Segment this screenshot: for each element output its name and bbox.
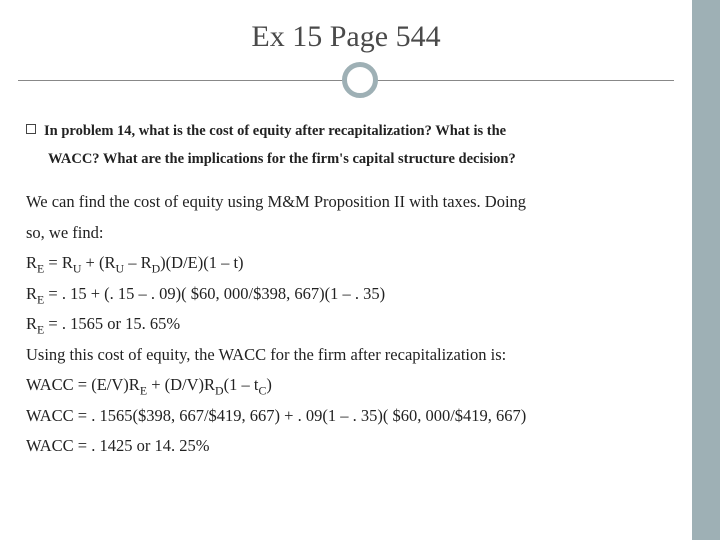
- equation-1: RE = RU + (RU – RD)(D/E)(1 – t): [26, 248, 676, 279]
- question-line-2: WACC? What are the implications for the …: [48, 146, 676, 174]
- eq-text: WACC = (E/V)R: [26, 375, 140, 394]
- eq-text: ): [266, 375, 272, 394]
- eq-sub: D: [152, 261, 161, 275]
- eq-text: + (R: [81, 253, 115, 272]
- equation-6: WACC = . 1425 or 14. 25%: [26, 431, 676, 462]
- accent-bar: [692, 0, 720, 540]
- body-p2: Using this cost of equity, the WACC for …: [26, 340, 676, 371]
- equation-2: RE = . 15 + (. 15 – . 09)( $60, 000/$398…: [26, 279, 676, 310]
- eq-text: = R: [44, 253, 73, 272]
- page-title: Ex 15 Page 544: [0, 20, 692, 54]
- body-p1a: We can find the cost of equity using M&M…: [26, 187, 676, 218]
- bullet-square-icon: [26, 124, 36, 134]
- eq-text: R: [26, 284, 37, 303]
- slide: Ex 15 Page 544 In problem 14, what is th…: [0, 0, 720, 540]
- content-area: In problem 14, what is the cost of equit…: [26, 118, 676, 462]
- eq-sub: E: [140, 383, 147, 397]
- eq-text: – R: [124, 253, 152, 272]
- equation-5: WACC = . 1565($398, 667/$419, 667) + . 0…: [26, 401, 676, 432]
- eq-sub: D: [215, 383, 224, 397]
- eq-text: = . 1565 or 15. 65%: [44, 314, 180, 333]
- eq-text: (1 – t: [224, 375, 259, 394]
- eq-sub: U: [115, 261, 124, 275]
- body-text: We can find the cost of equity using M&M…: [26, 187, 676, 462]
- eq-text: )(D/E)(1 – t): [160, 253, 243, 272]
- body-p1b: so, we find:: [26, 218, 676, 249]
- eq-text: + (D/V)R: [147, 375, 215, 394]
- equation-4: WACC = (E/V)RE + (D/V)RD(1 – tC): [26, 370, 676, 401]
- equation-3: RE = . 1565 or 15. 65%: [26, 309, 676, 340]
- eq-text: R: [26, 253, 37, 272]
- eq-text: R: [26, 314, 37, 333]
- question-bullet: In problem 14, what is the cost of equit…: [26, 118, 676, 173]
- title-circle-icon: [342, 62, 378, 98]
- eq-text: = . 15 + (. 15 – . 09)( $60, 000/$398, 6…: [44, 284, 385, 303]
- question-line-1: In problem 14, what is the cost of equit…: [44, 123, 506, 139]
